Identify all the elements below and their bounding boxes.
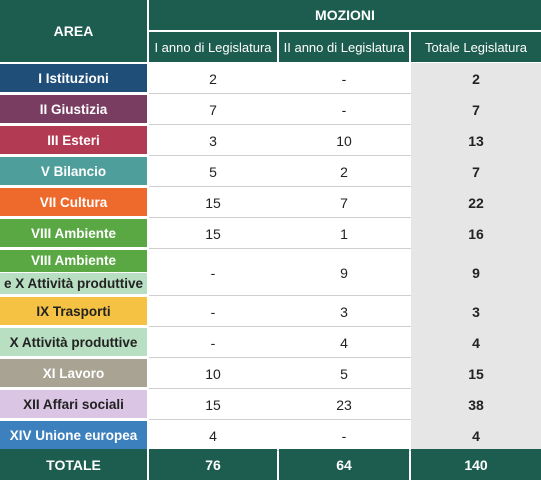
area-label: e X Attività produttive (0, 272, 147, 294)
value-cell: 5 (340, 365, 348, 382)
area-label: XI Lavoro (0, 359, 147, 387)
area-label: IX Trasporti (0, 297, 147, 325)
value-cell: 4 (340, 334, 348, 351)
value-cell: 2 (209, 70, 217, 87)
value-cell: 9 (411, 249, 541, 296)
value-cell: 38 (411, 389, 541, 420)
area-label: VIII Ambiente (0, 219, 147, 247)
header-group: MOZIONI (149, 0, 541, 30)
value-cell: - (210, 334, 216, 351)
area-label: VII Cultura (0, 188, 147, 216)
value-cell: - (341, 101, 347, 118)
area-label: II Giustizia (0, 95, 147, 123)
value-cell: 10 (336, 132, 352, 149)
value-cell: 15 (411, 358, 541, 389)
row-divider (149, 248, 411, 249)
row-divider (149, 155, 411, 156)
row-divider (149, 295, 411, 296)
value-cell: 9 (340, 264, 348, 281)
area-label: VIII Ambiente (0, 250, 147, 272)
value-cell: 7 (411, 156, 541, 187)
value-cell: 3 (411, 296, 541, 327)
area-label: V Bilancio (0, 157, 147, 185)
area-label: X Attività produttive (0, 328, 147, 356)
row-divider (149, 419, 411, 420)
value-cell: 2 (340, 163, 348, 180)
area-label: III Esteri (0, 126, 147, 154)
row-divider (149, 326, 411, 327)
row-divider (149, 217, 411, 218)
value-cell: 7 (411, 94, 541, 125)
value-cell: 3 (340, 303, 348, 320)
row-divider (149, 186, 411, 187)
value-cell: 4 (411, 327, 541, 358)
value-cell: 4 (411, 420, 541, 451)
header-column: I anno di Legislatura (149, 32, 277, 62)
area-label: I Istituzioni (0, 64, 147, 92)
value-cell: 5 (209, 163, 217, 180)
value-cell: 1 (340, 225, 348, 242)
row-divider (149, 93, 411, 94)
area-label: XII Affari sociali (0, 390, 147, 418)
value-cell: 4 (209, 427, 217, 444)
value-cell: 15 (205, 225, 221, 242)
header-column: II anno di Legislatura (279, 32, 409, 62)
value-cell: 3 (209, 132, 217, 149)
value-cell: 15 (205, 396, 221, 413)
value-cell: - (341, 70, 347, 87)
value-cell: - (210, 303, 216, 320)
value-cell: 15 (205, 194, 221, 211)
total-value: 64 (279, 449, 409, 480)
total-value: 140 (411, 449, 541, 480)
total-value: 76 (149, 449, 277, 480)
value-cell: 2 (411, 63, 541, 94)
row-divider (149, 388, 411, 389)
value-cell: 7 (340, 194, 348, 211)
value-cell: - (341, 427, 347, 444)
value-cell: 7 (209, 101, 217, 118)
value-cell: 10 (205, 365, 221, 382)
row-divider (149, 124, 411, 125)
value-cell: 16 (411, 218, 541, 249)
value-cell: 23 (336, 396, 352, 413)
total-label: TOTALE (0, 449, 147, 480)
header-area: AREA (0, 0, 147, 62)
value-cell: 22 (411, 187, 541, 218)
value-cell: - (210, 264, 216, 281)
row-divider (149, 357, 411, 358)
value-cell: 13 (411, 125, 541, 156)
header-column: Totale Legislatura (411, 32, 541, 62)
area-label: XIV Unione europea (0, 421, 147, 449)
